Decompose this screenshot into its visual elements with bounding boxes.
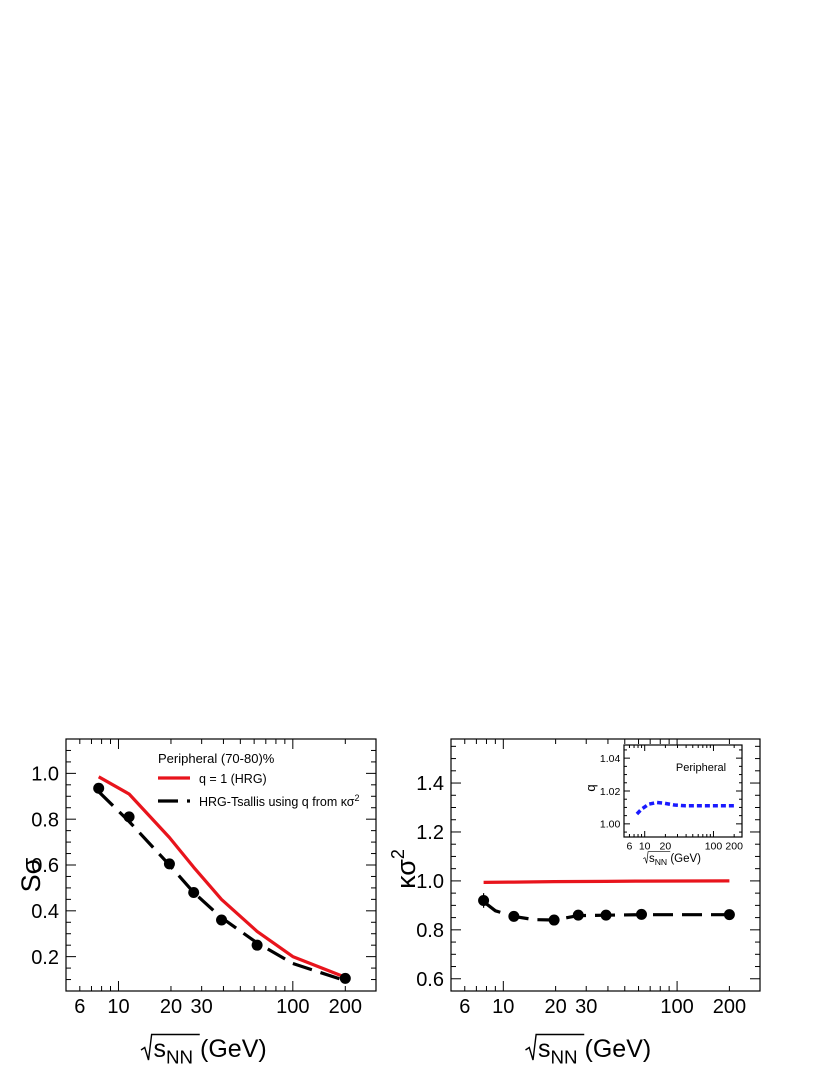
text-script: 2 bbox=[355, 793, 360, 803]
x-tick-label: 6 bbox=[74, 996, 85, 1018]
series-data bbox=[93, 782, 351, 984]
x-tick-label: 10 bbox=[107, 996, 129, 1018]
y-tick-label: 1.4 bbox=[416, 773, 444, 795]
y-axis-label: κσ2 bbox=[388, 849, 421, 889]
x-tick-label: 200 bbox=[713, 996, 746, 1018]
series-hrg bbox=[97, 775, 346, 979]
y-tick-label: 1.00 bbox=[600, 819, 621, 831]
x-tick-label: 20 bbox=[544, 996, 566, 1018]
text-script: NN bbox=[655, 857, 667, 867]
y-tick-label: 1.02 bbox=[600, 786, 621, 798]
x-tick-label: 30 bbox=[575, 996, 597, 1018]
text-part: s bbox=[649, 853, 655, 865]
text-part: κσ bbox=[391, 859, 421, 889]
y-tick-label: 1.0 bbox=[416, 871, 444, 893]
sqrt-sign bbox=[643, 851, 671, 864]
x-tick-label: 100 bbox=[705, 841, 723, 853]
text-part: (GeV) bbox=[578, 1035, 652, 1063]
sqrt-sign bbox=[525, 1033, 585, 1061]
text-part: s bbox=[538, 1035, 551, 1063]
series-q bbox=[635, 800, 735, 816]
x-axis-label: sNN (GeV) bbox=[525, 1033, 651, 1067]
y-tick-label: 0.8 bbox=[31, 809, 59, 831]
plot-frame bbox=[623, 744, 743, 838]
text-part: (GeV) bbox=[667, 853, 701, 865]
data-point bbox=[478, 894, 490, 906]
x-tick-label: 100 bbox=[660, 996, 693, 1018]
x-axis-label-text: sNN (GeV) bbox=[649, 853, 701, 867]
y-tick-label: 1.04 bbox=[600, 753, 621, 765]
y-tick-label: 0.8 bbox=[416, 920, 444, 942]
x-tick-label: 100 bbox=[276, 996, 309, 1018]
legend-label: HRG-Tsallis using q from κσ2 bbox=[199, 793, 360, 809]
x-tick-label: 6 bbox=[627, 841, 633, 853]
data-point bbox=[723, 909, 735, 921]
y-tick-label: 1.2 bbox=[416, 822, 444, 844]
data-point bbox=[339, 972, 351, 984]
text-part: HRG-Tsallis using q from κσ bbox=[199, 795, 355, 809]
series-line bbox=[97, 790, 346, 983]
data-point bbox=[548, 914, 560, 926]
y-axis-label: Sσ bbox=[16, 857, 46, 892]
inset-y-axis-label: q bbox=[583, 784, 598, 791]
data-point bbox=[600, 909, 612, 921]
legend-label: q = 1 (HRG) bbox=[199, 772, 267, 786]
x-tick-label: 200 bbox=[329, 996, 362, 1018]
y-tick-label: 0.6 bbox=[416, 969, 444, 991]
legend-header: Peripheral (70-80)% bbox=[158, 751, 275, 766]
series-line bbox=[483, 879, 730, 884]
inset-annotation: Peripheral bbox=[676, 762, 726, 774]
data-point bbox=[188, 886, 200, 898]
x-tick-label: 20 bbox=[160, 996, 182, 1018]
text-script: 2 bbox=[388, 849, 408, 859]
data-point bbox=[251, 939, 263, 951]
chart-s-sigma: 6 10 20 30 100 200 0.2 0.4 0.6 0.8 1.0 Peripheral (… bbox=[31, 738, 377, 1018]
x-tick-label: 6 bbox=[459, 996, 470, 1018]
series-line bbox=[635, 800, 735, 816]
text-script: NN bbox=[551, 1046, 578, 1067]
x-tick-label: 20 bbox=[660, 841, 672, 853]
legend: Peripheral (70-80)% q = 1 (HRG) HRG-Tsalli… bbox=[158, 751, 360, 809]
x-tick-label: 200 bbox=[725, 841, 743, 853]
y-tick-label: 0.6 bbox=[31, 855, 59, 877]
sqrt-sign bbox=[140, 1033, 200, 1061]
text-script: NN bbox=[166, 1046, 193, 1067]
data-point bbox=[508, 910, 520, 922]
text-part: s bbox=[154, 1035, 167, 1063]
y-tick-label: 0.4 bbox=[31, 901, 59, 923]
x-axis-label: sNN (GeV) bbox=[140, 1033, 267, 1067]
series-line bbox=[97, 775, 346, 979]
x-tick-label: 30 bbox=[191, 996, 213, 1018]
x-tick-label: 10 bbox=[492, 996, 514, 1018]
series-tsallis bbox=[97, 790, 346, 983]
data-point bbox=[635, 908, 647, 920]
x-axis-label-text: sNN (GeV) bbox=[538, 1035, 651, 1067]
plot-frame bbox=[65, 738, 377, 992]
y-tick-label: 1.0 bbox=[31, 764, 59, 786]
x-tick-label: 10 bbox=[639, 841, 651, 853]
chart-q-inset: 6 10 20 100 200 1.00 1.02 1.04 Peripheral q sNN (G… bbox=[583, 744, 743, 867]
data-point bbox=[216, 914, 228, 926]
series-data bbox=[478, 893, 735, 926]
data-point bbox=[572, 909, 584, 921]
x-axis-label-text: sNN (GeV) bbox=[154, 1035, 267, 1067]
x-axis-label: sNN (GeV) bbox=[643, 851, 701, 867]
text-part: (GeV) bbox=[193, 1035, 267, 1063]
data-point bbox=[123, 811, 135, 823]
series-hrg bbox=[483, 879, 730, 884]
data-point bbox=[163, 858, 175, 870]
data-point bbox=[93, 782, 105, 794]
y-tick-label: 0.2 bbox=[31, 947, 59, 969]
